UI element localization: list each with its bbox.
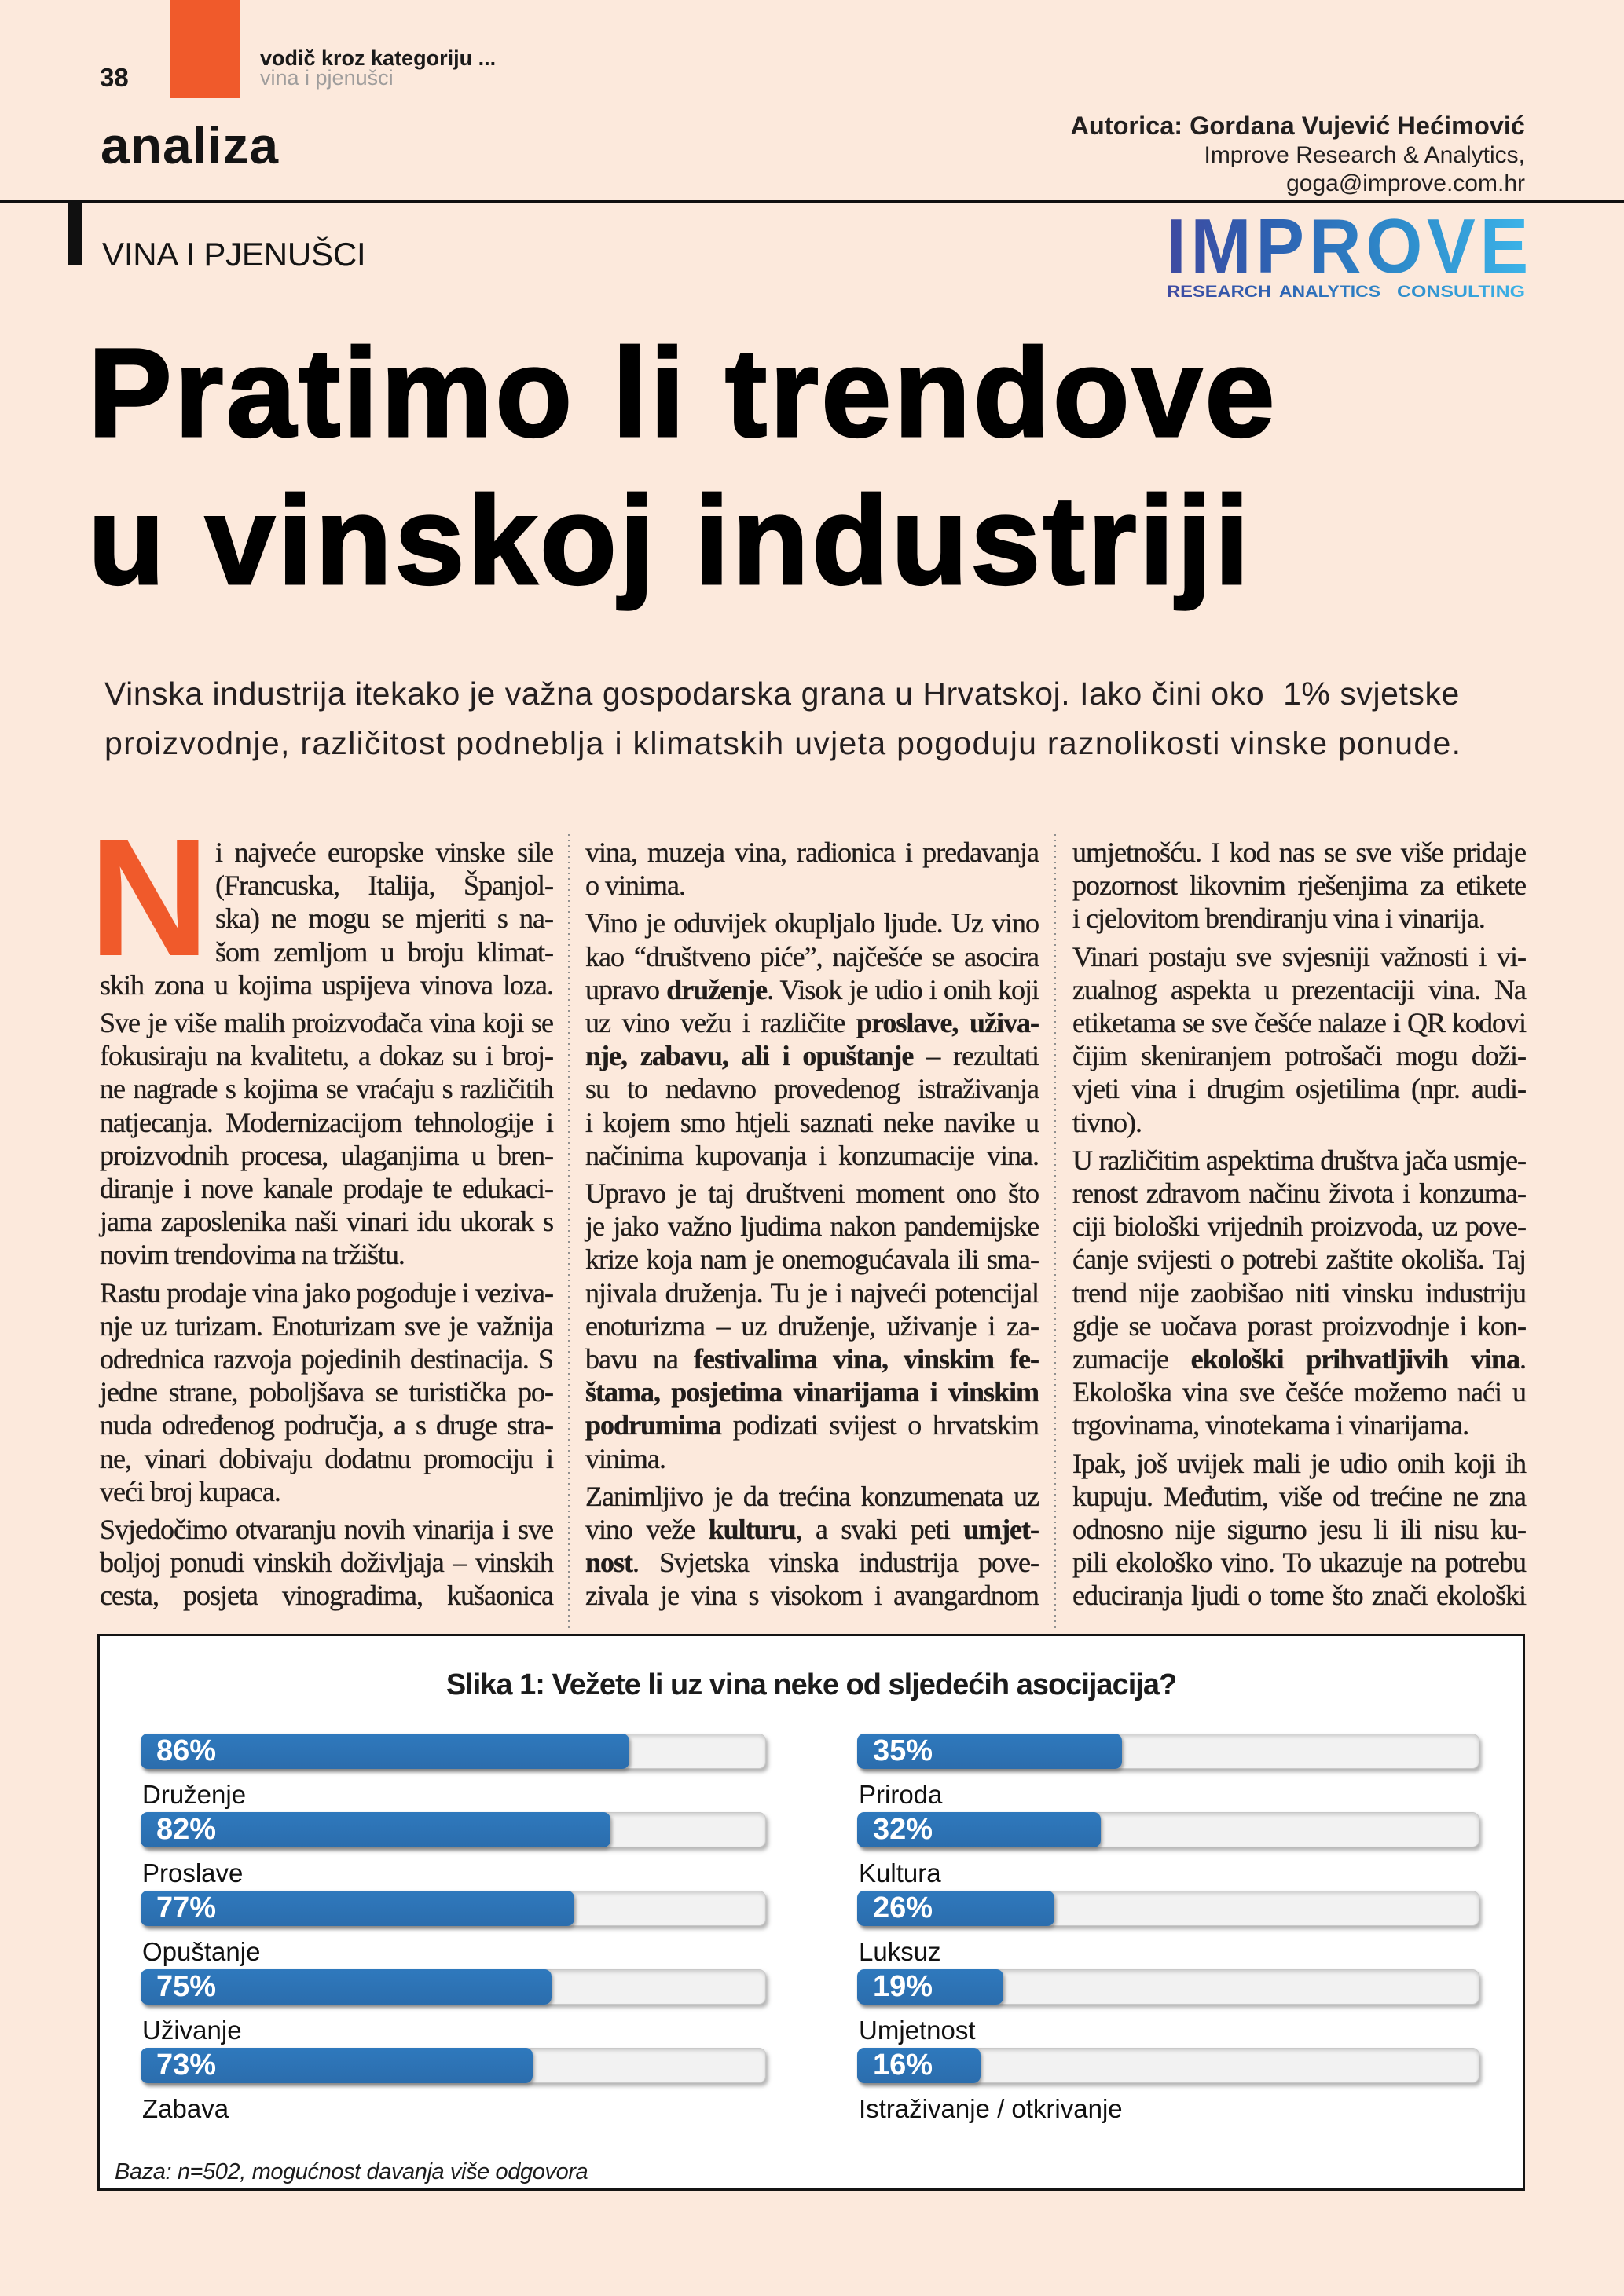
svg-text:RESEARCH: RESEARCH bbox=[1167, 283, 1271, 301]
svg-text:ANALYTICS: ANALYTICS bbox=[1279, 283, 1380, 301]
svg-text:CONSULTING: CONSULTING bbox=[1397, 283, 1525, 301]
svg-text:IMPROVE: IMPROVE bbox=[1166, 209, 1527, 289]
